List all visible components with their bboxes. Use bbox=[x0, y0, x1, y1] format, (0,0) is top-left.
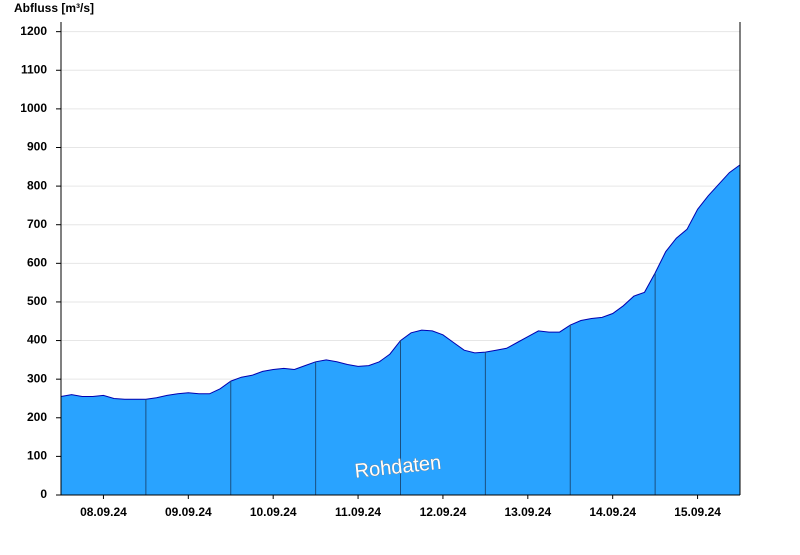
y-tick-label: 400 bbox=[27, 333, 47, 347]
x-tick-label: 14.09.24 bbox=[589, 505, 636, 519]
x-tick-label: 09.09.24 bbox=[165, 505, 212, 519]
x-tick-label: 15.09.24 bbox=[674, 505, 721, 519]
y-tick-label: 0 bbox=[40, 487, 47, 501]
x-tick-label: 10.09.24 bbox=[250, 505, 297, 519]
x-tick-label: 12.09.24 bbox=[420, 505, 467, 519]
y-tick-label: 600 bbox=[27, 255, 47, 269]
y-tick-label: 1100 bbox=[21, 62, 47, 76]
y-tick-label: 100 bbox=[27, 449, 47, 463]
y-tick-label: 700 bbox=[27, 217, 47, 231]
y-tick-label: 800 bbox=[27, 178, 47, 192]
y-tick-label: 200 bbox=[27, 410, 47, 424]
y-tick-label: 500 bbox=[27, 294, 47, 308]
y-tick-label: 900 bbox=[27, 140, 47, 154]
x-tick-label: 13.09.24 bbox=[504, 505, 551, 519]
x-tick-label: 08.09.24 bbox=[80, 505, 127, 519]
x-tick-label: 11.09.24 bbox=[335, 505, 381, 519]
y-tick-label: 300 bbox=[27, 371, 47, 385]
y-axis-title: Abfluss [m³/s] bbox=[14, 1, 94, 15]
y-tick-label: 1000 bbox=[20, 101, 47, 115]
y-tick-label: 1200 bbox=[20, 24, 47, 38]
